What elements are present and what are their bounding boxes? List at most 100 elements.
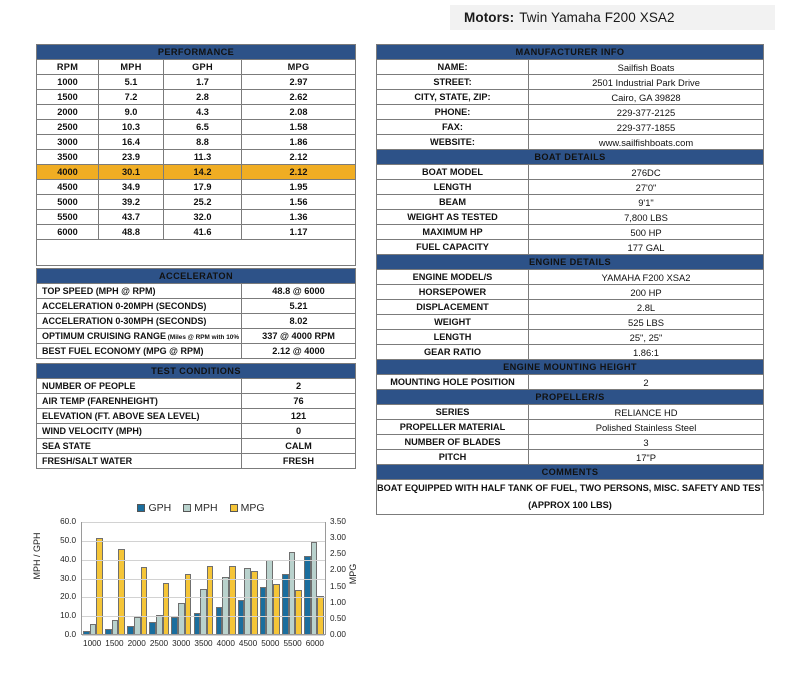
chart-bar-group: [82, 522, 104, 634]
data-cell: 48.8: [98, 224, 164, 240]
data-cell: 2.97: [241, 74, 356, 90]
table-row: 3500 23.9 11.3 2.12: [36, 149, 356, 165]
data-cell: 2.12: [241, 164, 356, 180]
chart-bar-group: [281, 522, 303, 634]
boat-details-section-header: BOAT DETAILS: [376, 149, 764, 165]
row-label: HORSEPOWER: [376, 284, 529, 300]
chart-bar-mpg: [184, 573, 192, 634]
section-header-row: COMMENTS: [376, 464, 764, 480]
table-row: NUMBER OF BLADES 3: [376, 434, 764, 450]
chart-bar-mpg: [251, 571, 258, 634]
table-row: OPTIMUM CRUISING RANGE (Miles @ RPM with…: [36, 328, 356, 344]
chart-y-tick: 20.0: [60, 592, 76, 602]
row-label: GEAR RATIO: [376, 344, 529, 360]
chart-y-tick: 40.0: [60, 554, 76, 564]
chart-bar-mph: [178, 603, 185, 634]
acceleration-table: ACCELERATON TOP SPEED (MPH @ RPM) 48.8 @ 6…: [36, 268, 356, 359]
rpm-cell: 5500: [36, 209, 99, 225]
table-row: HORSEPOWER 200 HP: [376, 284, 764, 300]
chart-y-tick: 50.0: [60, 535, 76, 545]
chart-bar-mpg: [96, 538, 103, 634]
row-value: 27'0": [528, 179, 764, 195]
row-label: PITCH: [376, 449, 529, 465]
rpm-cell: 2500: [36, 119, 99, 135]
chart-y2-tick: 1.00: [330, 597, 346, 607]
chart-bar-mph: [244, 568, 252, 634]
legend-swatch-icon: [229, 504, 238, 512]
row-label: SERIES: [376, 404, 529, 420]
chart-y2-tick: 0.50: [330, 613, 346, 623]
comments-row: BOAT EQUIPPED WITH HALF TANK OF FUEL, TW…: [376, 479, 764, 515]
row-label: NUMBER OF BLADES: [376, 434, 529, 450]
chart-bar-gph: [281, 573, 289, 634]
chart-bar-group: [170, 522, 192, 634]
row-value: 0: [241, 423, 356, 439]
rpm-cell: 2000: [36, 104, 99, 120]
row-label: BEST FUEL ECONOMY (MPG @ RPM): [36, 343, 242, 359]
table-row: 6000 48.8 41.6 1.17: [36, 224, 356, 240]
section-header-row: TEST CONDITIONS: [36, 363, 356, 379]
row-value: 8.02: [241, 313, 356, 329]
table-row: PHONE: 229-377-2125: [376, 104, 764, 120]
chart-bar-mpg: [206, 565, 214, 634]
data-cell: 2.12: [241, 149, 356, 165]
chart-bar-gph: [83, 630, 90, 634]
legend-item-mpg: MPG: [229, 502, 265, 514]
chart-bar-mph: [288, 551, 296, 634]
motors-header: Motors: Twin Yamaha F200 XSA2: [450, 5, 775, 30]
row-value: Sailfish Boats: [528, 59, 764, 75]
data-cell: 9.0: [98, 104, 164, 120]
table-row: WIND VELOCITY (MPH) 0: [36, 423, 356, 439]
row-label: BOAT MODEL: [376, 164, 529, 180]
chart-bar-mph: [156, 614, 163, 634]
chart-bar-gph: [304, 555, 311, 634]
table-row: BEST FUEL ECONOMY (MPG @ RPM) 2.12 @ 4000: [36, 343, 356, 359]
row-label: FAX:: [376, 119, 529, 135]
row-value: 276DC: [528, 164, 764, 180]
chart-x-tick: 4500: [238, 639, 258, 648]
table-row: MOUNTING HOLE POSITION 2: [376, 374, 764, 390]
chart-bar-mph: [310, 542, 318, 634]
chart-bar-mpg: [228, 565, 236, 634]
chart-bar-gph: [127, 625, 134, 634]
chart-bar-mpg: [317, 596, 324, 634]
row-label: PHONE:: [376, 104, 529, 120]
data-cell: 8.8: [163, 134, 242, 150]
chart-gridline: [82, 559, 325, 561]
chart-bar-group: [259, 522, 281, 634]
engine-details-section-header: ENGINE DETAILS: [376, 254, 764, 270]
table-row: ELEVATION (FT. ABOVE SEA LEVEL) 121: [36, 408, 356, 424]
table-row: FRESH/SALT WATER FRESH: [36, 453, 356, 469]
chart-bar-gph: [193, 612, 201, 634]
chart-gridline: [82, 522, 325, 523]
chart-x-tick: 3000: [172, 639, 191, 648]
row-value: 9'1": [528, 194, 764, 210]
table-row: 2500 10.3 6.5 1.58: [36, 119, 356, 135]
table-row: 1000 5.1 1.7 2.97: [36, 74, 356, 90]
column-header-gph: GPH: [163, 59, 242, 75]
chart-y2-tick: 2.00: [330, 565, 346, 575]
rpm-cell: 3500: [36, 149, 99, 165]
chart-bar-mpg: [118, 549, 126, 634]
chart-y2-tick: 3.00: [330, 533, 346, 543]
spacer-row: [36, 239, 356, 266]
data-cell: 39.2: [98, 194, 164, 210]
chart-x-tick: 3500: [194, 639, 213, 648]
table-row: 5000 39.2 25.2 1.56: [36, 194, 356, 210]
data-cell: 1.7: [163, 74, 242, 90]
table-row: LENGTH 25", 25": [376, 329, 764, 345]
table-row: FAX: 229-377-1855: [376, 119, 764, 135]
legend-label: MPH: [194, 502, 218, 514]
section-header-row: PERFORMANCE: [36, 44, 356, 60]
chart-bar-gph: [215, 607, 223, 634]
data-cell: 1.56: [241, 194, 356, 210]
table-row: WEIGHT 525 LBS: [376, 314, 764, 330]
chart-bar-mph: [200, 589, 207, 634]
chart-bar-group: [215, 522, 237, 634]
row-label: NUMBER OF PEOPLE: [36, 378, 242, 394]
data-cell: 2.8: [163, 89, 242, 105]
table-row: CITY, STATE, ZIP: Cairo, GA 39828: [376, 89, 764, 105]
table-row: 4000 30.1 14.2 2.12: [36, 164, 356, 180]
column-header-rpm: RPM: [36, 59, 99, 75]
chart-bar-group: [148, 522, 170, 634]
